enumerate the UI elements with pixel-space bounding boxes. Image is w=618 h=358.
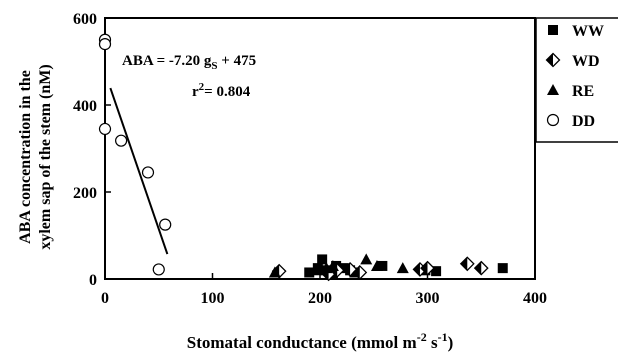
diamond-half-fill (546, 53, 553, 67)
x-tick-label: 100 (201, 290, 225, 307)
x-tick-label: 300 (416, 290, 440, 307)
equation-annotation: ABA = -7.20 gS + 475 (122, 53, 256, 72)
x-tick-label: 400 (523, 290, 547, 307)
data-point-ww (377, 260, 388, 271)
y-axis-label-line1: ABA concentration in the (17, 70, 34, 244)
regression-group (109, 87, 169, 255)
y-axis-label-line2: xylem sap of the stem (nM) (37, 64, 54, 249)
x-tick-label: 0 (101, 290, 109, 307)
series-dd (98, 33, 172, 276)
data-point-ww (497, 263, 508, 274)
data-point-wd (352, 265, 368, 280)
points-group (98, 33, 508, 282)
data-point-wd (420, 260, 435, 276)
data-point-ww (312, 263, 323, 274)
data-point-dd (141, 166, 155, 179)
data-point-dd (98, 37, 112, 51)
x-tick-label: 200 (308, 290, 332, 307)
data-point-re (268, 266, 281, 278)
legend-marker-wd (545, 52, 561, 68)
r-squared-annotation: r2= 0.804 (192, 81, 251, 100)
data-point-re (309, 264, 322, 276)
data-point-wd (459, 256, 475, 272)
y-tick-label: 0 (89, 272, 97, 289)
legend-marker-dd (546, 113, 560, 127)
ticks-group: 0 100 200 300 400 0 200 400 600 (73, 11, 547, 307)
legend: WW WD RE DD (535, 17, 618, 143)
legend-label-ww: WW (572, 23, 604, 40)
data-point-re (326, 259, 339, 271)
diamond-half-fill (343, 262, 351, 276)
x-axis-label: Stomatal conductance (mmol m-2 s-1) (187, 330, 454, 352)
regression-line (109, 87, 169, 255)
y-tick-label: 200 (73, 185, 97, 202)
diamond-half-fill (421, 261, 428, 275)
data-point-re (360, 253, 373, 265)
data-point-ww (431, 266, 442, 277)
diamond-half-fill (413, 262, 420, 276)
data-point-dd (98, 122, 112, 136)
data-point-dd (115, 134, 128, 147)
data-point-ww (338, 263, 349, 274)
diamond-half-fill (353, 265, 360, 279)
data-point-re (396, 262, 409, 274)
data-point-ww (317, 254, 328, 265)
data-point-re (370, 259, 383, 271)
legend-label-dd: DD (572, 113, 595, 130)
data-point-dd (152, 263, 165, 276)
y-tick-label: 600 (73, 11, 97, 28)
data-point-dd (159, 218, 172, 231)
legend-label-re: RE (572, 83, 594, 100)
y-tick-label: 400 (73, 98, 97, 115)
legend-marker-ww (548, 25, 558, 35)
series-re (268, 253, 409, 278)
data-point-ww (304, 267, 315, 278)
data-point-wd (473, 260, 489, 276)
diamond-half-fill (460, 257, 468, 271)
diamond-half-fill (474, 261, 482, 275)
legend-marker-re (547, 84, 559, 95)
legend-label-wd: WD (572, 53, 600, 70)
